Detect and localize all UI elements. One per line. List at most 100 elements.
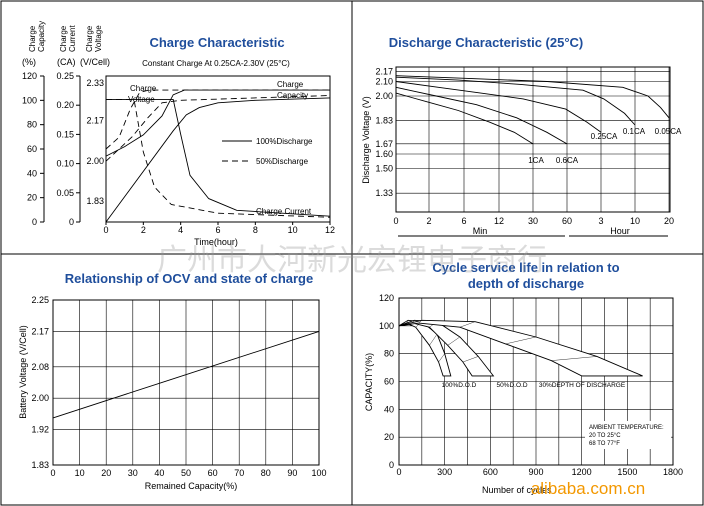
- y-tick-label: 1.33: [375, 188, 393, 198]
- y-tick-label: 1.92: [31, 425, 49, 435]
- x-tick-label: 30: [128, 468, 138, 478]
- y-tick-label: 2.00: [375, 91, 393, 101]
- x-tick-label: 2: [426, 216, 431, 226]
- chart-title: Relationship of OCV and state of charge: [65, 271, 313, 286]
- y-tick-label-current: 0: [69, 217, 74, 227]
- legend-100-discharge: 100%Discharge: [256, 137, 313, 146]
- x-tick-label: 4: [178, 225, 183, 235]
- x-axis-label: Number of cycles: [482, 485, 552, 495]
- y-tick-label: 60: [384, 377, 394, 387]
- annotation-charge-capacity-line2: Capacity: [277, 91, 308, 100]
- x-tick-label: 12: [494, 216, 504, 226]
- x-tick-label: 6: [215, 225, 220, 235]
- band-hatch: [551, 356, 597, 361]
- x-tick-label: 0: [396, 467, 401, 477]
- x-tick-label: 60: [562, 216, 572, 226]
- y-axis-label: Battery Voltage (V/Cell): [18, 325, 28, 419]
- band-hatch: [447, 336, 461, 346]
- y-axis-header-2: Charge: [85, 25, 94, 52]
- series-label: 1CA: [528, 156, 544, 165]
- x-tick-label: 10: [75, 468, 85, 478]
- y-tick-label: 1.60: [375, 149, 393, 159]
- x-tick-label: 8: [253, 225, 258, 235]
- annotation-charge-current: Charge Current: [256, 207, 312, 216]
- series-line: [52, 330, 320, 419]
- x-tick-label: 0: [393, 216, 398, 226]
- band-hatch: [462, 356, 479, 363]
- chart-title: Charge Characteristic: [149, 35, 284, 50]
- y-tick-label-capacity: 20: [27, 193, 37, 203]
- x-tick-label: 600: [483, 467, 498, 477]
- y-axis-header-1: Charge: [59, 25, 68, 52]
- ocv-panel: Relationship of OCV and state of charge …: [18, 271, 327, 491]
- series-line: [395, 75, 670, 119]
- y-tick-label: 1.50: [375, 164, 393, 174]
- y-tick-label: 1.67: [375, 139, 393, 149]
- y-axis-label: Discharge Voltage (V): [361, 96, 371, 184]
- y-tick-label-voltage: 2.17: [86, 116, 104, 126]
- series-line: [105, 95, 331, 162]
- y-tick-label: 2.00: [31, 393, 49, 403]
- series-line: [395, 76, 636, 126]
- x-tick-label: 6: [461, 216, 466, 226]
- series-line: [105, 89, 330, 150]
- cycle-life-panel: Cycle service life in relation to depth …: [364, 260, 683, 495]
- y-tick-label-capacity: 60: [27, 144, 37, 154]
- series-line: [395, 86, 568, 145]
- y-tick-label-capacity: 40: [27, 168, 37, 178]
- band-hatch: [459, 321, 476, 328]
- x-tick-label: 10: [288, 225, 298, 235]
- y-tick-label-current: 0.20: [56, 100, 74, 110]
- band-label: 100%D.O.D: [442, 382, 477, 389]
- y-tick-label: 20: [384, 432, 394, 442]
- ambient-temperature-celsius: 20 TO 25°C: [589, 433, 621, 439]
- charge-characteristic-panel: Charge Characteristic Constant Charge At…: [22, 21, 335, 247]
- y-axis-label: CAPACITY(%): [364, 353, 374, 411]
- x-tick-label: 60: [208, 468, 218, 478]
- x-tick-label: 20: [664, 216, 674, 226]
- y-tick-label: 2.17: [375, 66, 393, 76]
- annotation-charge-voltage-line1: Charge: [130, 84, 157, 93]
- y-tick-label-capacity: 80: [27, 120, 37, 130]
- x-tick-label: 1800: [663, 467, 683, 477]
- y-tick-label-capacity: 100: [22, 95, 37, 105]
- y-tick-label: 1.83: [375, 116, 393, 126]
- y-tick-label-current: 0.15: [56, 129, 74, 139]
- x-tick-label: 40: [154, 468, 164, 478]
- chart-title-line2: depth of discharge: [468, 276, 584, 291]
- band-hatch: [438, 353, 445, 363]
- y-tick-label-current: 0.05: [56, 188, 74, 198]
- y-tick-label: 100: [379, 321, 394, 331]
- x-tick-label: 100: [311, 468, 326, 478]
- x-tick-label: 1500: [617, 467, 637, 477]
- y-tick-label-voltage: 1.83: [86, 196, 104, 206]
- y-tick-label: 2.10: [375, 77, 393, 87]
- x-tick-label: 90: [287, 468, 297, 478]
- ambient-temperature-label: AMBIENT TEMPERATURE:: [589, 425, 664, 431]
- y-tick-label-voltage: 2.00: [86, 156, 104, 166]
- x-axis-label: Remained Capacity(%): [145, 481, 238, 491]
- watermark-text: 广州市大河新光宏锂电子商行: [157, 243, 547, 278]
- y-axis-header-2-b: Voltage: [94, 25, 103, 52]
- series-line: [395, 81, 602, 133]
- x-tick-label: 70: [234, 468, 244, 478]
- y-tick-label-capacity: 120: [22, 71, 37, 81]
- y-tick-label-capacity: 0: [32, 217, 37, 227]
- series-label: 0.6CA: [556, 156, 579, 165]
- y-tick-label-current: 0.10: [56, 159, 74, 169]
- x-tick-label: 50: [181, 468, 191, 478]
- y-axis-unit-current: (CA): [57, 57, 76, 67]
- discharge-characteristic-panel: Discharge Characteristic (25°C) Discharg…: [361, 35, 682, 237]
- y-tick-label: 1.83: [31, 460, 49, 470]
- y-tick-label: 2.08: [31, 362, 49, 372]
- band-hatch: [505, 336, 537, 345]
- x-tick-label: 1200: [572, 467, 592, 477]
- series-label: 0.1CA: [623, 127, 646, 136]
- chart-subtitle: Constant Charge At 0.25CA-2.30V (25°C): [142, 59, 290, 68]
- y-tick-label: 2.17: [31, 326, 49, 336]
- band-hatch: [429, 334, 438, 346]
- y-tick-label-current: 0.25: [56, 71, 74, 81]
- annotation-charge-capacity-line1: Charge: [277, 80, 304, 89]
- x-tick-label: 0: [50, 468, 55, 478]
